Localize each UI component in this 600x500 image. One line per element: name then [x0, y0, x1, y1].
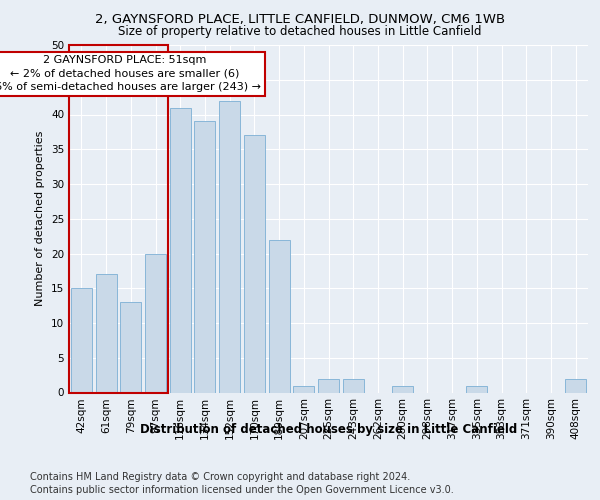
Bar — [95, 274, 116, 392]
Bar — [69, 45, 168, 393]
Bar — [318, 378, 339, 392]
Bar — [145, 254, 166, 392]
Bar — [293, 386, 314, 392]
Text: Distribution of detached houses by size in Little Canfield: Distribution of detached houses by size … — [140, 422, 517, 436]
Bar — [219, 100, 240, 393]
Bar — [565, 378, 586, 392]
Bar — [392, 386, 413, 392]
Bar — [343, 378, 364, 392]
Text: 2 GAYNSFORD PLACE: 51sqm
← 2% of detached houses are smaller (6)
96% of semi-det: 2 GAYNSFORD PLACE: 51sqm ← 2% of detache… — [0, 56, 261, 92]
Text: Contains HM Land Registry data © Crown copyright and database right 2024.: Contains HM Land Registry data © Crown c… — [30, 472, 410, 482]
Bar — [466, 386, 487, 392]
Text: Size of property relative to detached houses in Little Canfield: Size of property relative to detached ho… — [118, 25, 482, 38]
Bar — [120, 302, 141, 392]
Bar — [194, 122, 215, 392]
Bar — [269, 240, 290, 392]
Bar — [170, 108, 191, 393]
Text: Contains public sector information licensed under the Open Government Licence v3: Contains public sector information licen… — [30, 485, 454, 495]
Bar — [71, 288, 92, 393]
Y-axis label: Number of detached properties: Number of detached properties — [35, 131, 46, 306]
Text: 2, GAYNSFORD PLACE, LITTLE CANFIELD, DUNMOW, CM6 1WB: 2, GAYNSFORD PLACE, LITTLE CANFIELD, DUN… — [95, 12, 505, 26]
Bar — [244, 136, 265, 392]
